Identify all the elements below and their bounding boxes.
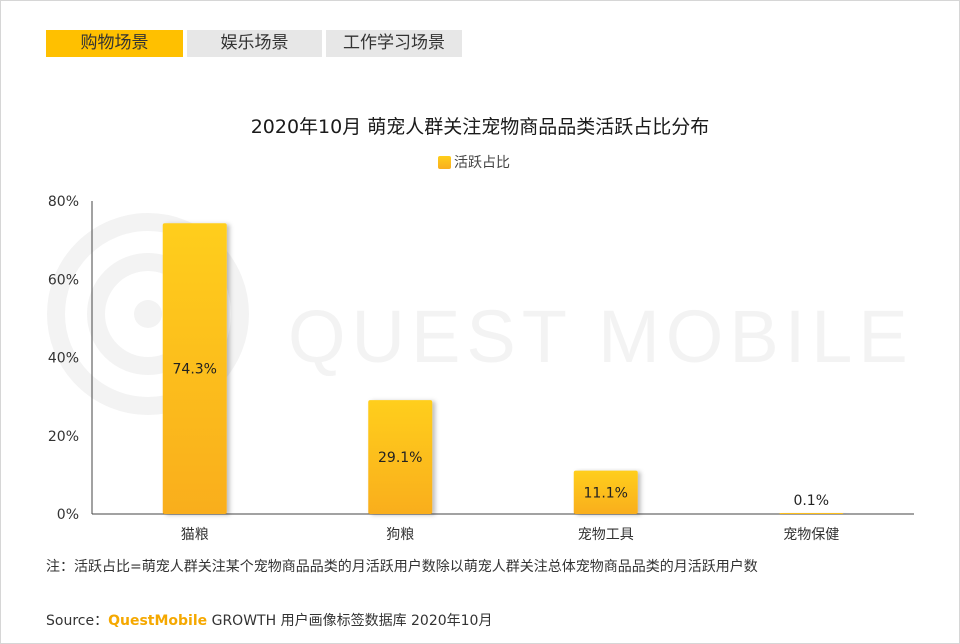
legend-swatch [438,155,451,169]
x-tick-label: 宠物保健 [783,527,839,543]
y-tick-label: 20% [48,429,79,445]
footnote: 注：活跃占比=萌宠人群关注某个宠物商品品类的月活跃用户数除以萌宠人群关注总体宠物… [46,559,758,575]
bar-2 [368,400,433,514]
bar-3 [573,470,638,514]
source-suffix: GROWTH 用户画像标签数据库 2020年10月 [207,613,493,629]
chart-title: 2020年10月 萌宠人群关注宠物商品品类活跃占比分布 [250,116,710,138]
source-line: Source：QuestMobile GROWTH 用户画像标签数据库 2020… [46,610,492,630]
data-label: 29.1% [378,450,422,466]
chart-legend: 活跃占比 [438,152,510,172]
legend-label: 活跃占比 [454,155,510,171]
data-label: 11.1% [584,485,628,501]
source-brand: QuestMobile [108,613,208,629]
data-label: 0.1% [793,493,829,509]
y-tick-label: 60% [48,272,79,288]
tab-work-study[interactable]: 工作学习场景 [326,30,462,57]
bar-4 [779,513,844,514]
x-tick-label: 猫粮 [181,527,209,543]
y-tick-label: 40% [48,351,79,367]
tab-shopping[interactable]: 购物场景 [46,30,183,57]
x-tick-label: 宠物工具 [578,527,634,543]
y-tick-label: 80% [48,194,79,210]
y-tick-label: 0% [57,507,79,523]
x-tick-label: 狗粮 [386,527,414,543]
tab-entertainment[interactable]: 娱乐场景 [187,30,322,57]
bar-1 [162,223,227,514]
data-label: 74.3% [173,362,217,378]
source-prefix: Source： [46,613,109,629]
